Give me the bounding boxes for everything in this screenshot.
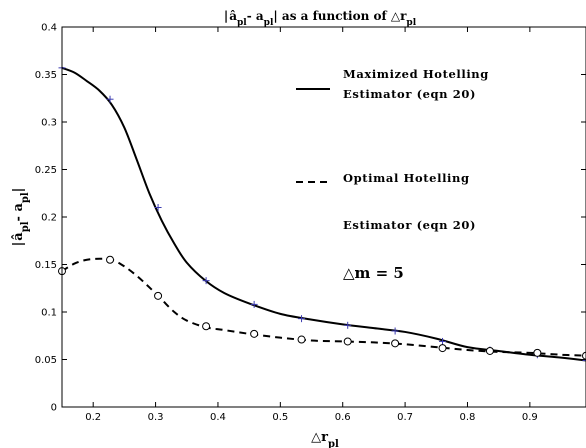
x-tick-label: 0.7 <box>397 412 413 423</box>
y-tick-label: 0 <box>51 403 57 414</box>
x-tick-label: 0.2 <box>85 412 101 423</box>
data-point-plus <box>582 356 586 364</box>
plot-area-background <box>62 27 586 407</box>
data-point-plus <box>391 327 399 335</box>
legend-maximized-line1: Maximized Hotelling <box>343 67 489 81</box>
x-axis-ticks: 0.2 0.3 0.4 0.5 0.6 0.7 0.8 0.9 <box>85 27 538 423</box>
x-axis-label: △rpl <box>311 430 339 448</box>
data-point-plus <box>344 321 352 329</box>
data-point-circle <box>485 346 494 355</box>
y-axis-ticks: 0 0.05 0.1 0.15 0.2 0.25 0.3 0.35 0.4 <box>35 23 586 414</box>
data-point-plus <box>202 277 210 285</box>
legend-optimal-line1: Optimal Hotelling <box>343 171 470 185</box>
legend-maximized-line2: Estimator (eqn 20) <box>343 87 476 101</box>
data-point-plus <box>298 315 306 323</box>
y-tick-label: 0.25 <box>35 165 57 176</box>
y-tick-label: 0.1 <box>41 308 57 319</box>
data-point-circle <box>343 337 352 346</box>
data-point-circle <box>391 339 400 348</box>
legend-optimal-line2: Estimator (eqn 20) <box>343 218 476 232</box>
data-point-circle <box>533 348 542 357</box>
x-tick-label: 0.5 <box>272 412 288 423</box>
x-tick-label: 0.6 <box>335 412 351 423</box>
data-point-circle <box>250 329 259 338</box>
x-tick-label: 0.4 <box>210 412 226 423</box>
data-point-circle <box>202 322 211 331</box>
data-point-circle <box>154 291 163 300</box>
y-tick-label: 0.3 <box>41 118 57 129</box>
data-point-circle <box>106 255 115 264</box>
data-point-plus <box>154 204 162 211</box>
data-point-plus <box>106 95 114 103</box>
x-tick-label: 0.3 <box>148 412 164 423</box>
legend: Maximized Hotelling Estimator (eqn 20) O… <box>296 67 489 232</box>
data-point-plus <box>439 337 447 345</box>
plot-frame <box>61 26 586 408</box>
chart-title: |âpl- apl| as a function of △rpl <box>224 9 417 28</box>
y-tick-label: 0.35 <box>35 70 57 81</box>
x-tick-label: 0.9 <box>522 412 538 423</box>
data-point-circle <box>582 351 586 360</box>
annotation-delta-m: △m = 5 <box>343 264 404 282</box>
data-point-circle <box>297 335 306 344</box>
y-tick-label: 0.05 <box>35 355 57 366</box>
data-point-circle <box>438 344 447 353</box>
y-tick-label: 0.15 <box>35 260 57 271</box>
y-axis-label: |âpl- apl| <box>11 188 31 247</box>
series-line-maximized <box>61 66 586 362</box>
data-point-plus <box>250 300 258 308</box>
y-tick-label: 0.2 <box>41 213 57 224</box>
y-tick-label: 0.4 <box>41 23 57 34</box>
series-layer <box>58 64 586 364</box>
x-tick-label: 0.8 <box>460 412 476 423</box>
